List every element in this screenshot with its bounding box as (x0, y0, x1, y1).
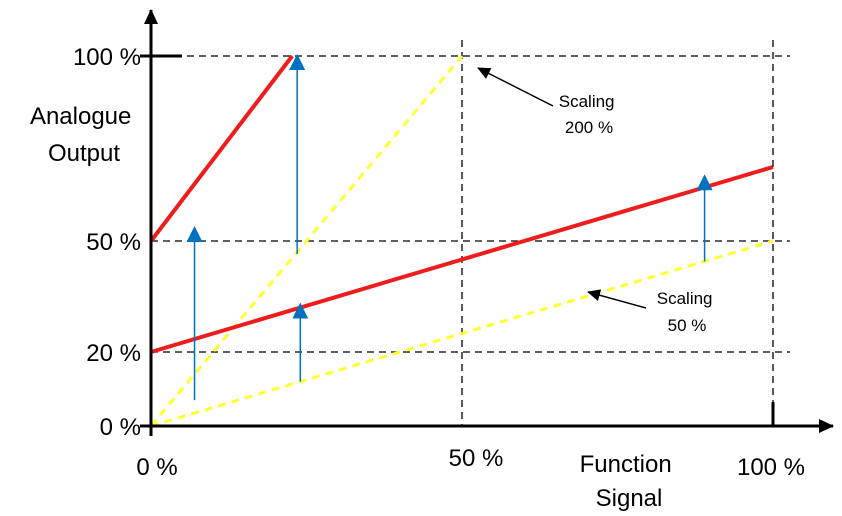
tick-labels: 0 % 20 % 50 % 100 % 0 % 50 % 100 % (73, 44, 805, 481)
y-tick-label-3: 100 % (73, 44, 141, 71)
annotation-scaling-50: Scaling 50 % (657, 289, 718, 335)
y-tick-label-0: 0 % (100, 414, 141, 441)
annotation-arrow-50 (587, 289, 647, 309)
series-line-0 (149, 54, 294, 243)
x-tick-label-0: 0 % (136, 454, 177, 481)
y-tick-label-2: 50 % (86, 229, 141, 256)
series-lines (149, 54, 774, 428)
grid-lines (140, 40, 790, 426)
axes (140, 9, 834, 436)
x-tick-label-2: 100 % (737, 454, 805, 481)
series-line-3 (150, 239, 774, 428)
y-axis-label: Analogue Output (30, 103, 138, 167)
x-tick-label-1: 50 % (449, 445, 504, 472)
y-tick-label-1: 20 % (86, 340, 141, 367)
series-line-1 (150, 165, 774, 354)
x-axis-label: Function Signal (580, 451, 679, 512)
annotation-scaling-200: Scaling 200 % (559, 92, 620, 137)
annotation-arrow-200 (477, 67, 554, 107)
series-line-2 (149, 55, 464, 427)
shift-arrows (186, 54, 713, 401)
